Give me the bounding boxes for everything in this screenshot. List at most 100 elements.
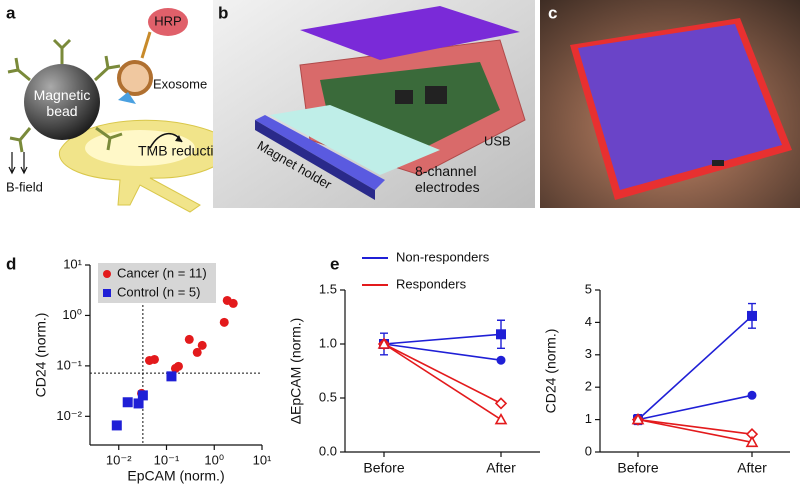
y-tick-label: 1.5 <box>319 281 337 296</box>
text-line: 8-channel <box>415 163 477 179</box>
point <box>166 371 177 382</box>
panel-label: c <box>548 3 557 22</box>
series-line <box>383 343 502 361</box>
legend-label: Control (n = 5) <box>117 284 200 299</box>
tmb-label: TMB reduction <box>138 143 229 159</box>
y-tick-label: 1.0 <box>319 335 337 350</box>
point <box>122 397 133 408</box>
text-line: bead <box>46 103 77 119</box>
field-label: B-field <box>6 179 43 194</box>
y-axis-label: ΔEpCAM (norm.) <box>288 318 304 425</box>
text-line: Magnetic <box>34 87 91 103</box>
panel-label: b <box>218 3 228 22</box>
magnet-holder <box>255 115 385 190</box>
antibodies <box>7 38 123 153</box>
series-line <box>383 343 502 405</box>
y-axis-label: CD24 (norm.) <box>33 313 49 398</box>
point <box>496 329 506 340</box>
point <box>111 420 122 431</box>
y-tick-label: 10⁻¹ <box>56 357 82 372</box>
exosome-marker <box>118 92 136 104</box>
y-tick-label: 2 <box>585 379 592 394</box>
series-line <box>637 418 753 444</box>
exosome <box>117 60 153 96</box>
point <box>745 435 759 448</box>
y-tick-label: 4 <box>585 314 592 329</box>
point <box>494 412 508 425</box>
tmb-arrowhead <box>175 135 182 142</box>
point <box>494 397 508 410</box>
y-tick-label: 10⁻² <box>56 408 82 423</box>
lid <box>300 6 520 60</box>
bead-label: Magnetic bead <box>34 87 91 119</box>
y-tick-label: 5 <box>585 281 592 296</box>
usb-port <box>712 160 724 166</box>
point <box>197 340 207 350</box>
text-line: electrodes <box>415 179 480 195</box>
y-tick-label: 0 <box>585 443 592 458</box>
point <box>377 337 391 349</box>
point <box>228 298 238 308</box>
y-tick-label: 0.5 <box>319 389 337 404</box>
point <box>192 347 202 357</box>
hrp-label: HRP <box>154 13 181 28</box>
series-line <box>637 394 753 421</box>
legend-swatch <box>103 270 111 278</box>
electrode-center <box>85 130 195 166</box>
point <box>133 398 144 409</box>
x-tick-label: Before <box>617 460 658 476</box>
field-arrows <box>8 152 28 175</box>
linker <box>140 31 152 59</box>
legend-label: Cancer (n = 11) <box>117 265 207 280</box>
magnet-holder-side <box>255 120 375 200</box>
point <box>173 361 183 371</box>
series-line <box>383 343 502 421</box>
y-tick-label: 10⁰ <box>62 307 82 322</box>
point <box>149 354 159 364</box>
x-tick-label: After <box>486 460 516 476</box>
legend-swatch <box>103 289 111 297</box>
series-line <box>637 315 753 421</box>
panel-label: a <box>6 3 16 22</box>
usb-label: USB <box>484 133 511 148</box>
y-tick-label: 0.0 <box>319 443 337 458</box>
x-tick-label: Before <box>363 460 404 476</box>
legend-label: Responders <box>396 276 467 291</box>
panel-c: c <box>540 0 800 208</box>
hrp <box>148 8 188 36</box>
point <box>747 310 757 321</box>
series-line <box>637 418 753 435</box>
x-axis-label: EpCAM (norm.) <box>127 468 224 484</box>
chip <box>395 90 413 104</box>
legend-label: Non-responders <box>396 249 490 264</box>
x-tick-label: After <box>737 460 767 476</box>
point <box>496 355 506 365</box>
y-tick-label: 1 <box>585 411 592 426</box>
x-tick-label: 10⁻¹ <box>154 452 180 467</box>
device-lid-photo <box>578 24 782 190</box>
panel-label: e <box>330 254 339 273</box>
point <box>747 390 757 400</box>
series-line <box>383 333 502 345</box>
point <box>137 390 148 401</box>
x-tick-label: 10¹ <box>253 452 272 467</box>
panel-b: b USB Magnet holder 8-channel electrodes <box>213 0 535 208</box>
magnetic-bead <box>24 64 100 140</box>
x-tick-label: 10⁰ <box>204 452 224 467</box>
y-tick-label: 3 <box>585 346 592 361</box>
x-tick-label: 10⁻² <box>106 452 132 467</box>
panel-a: a HRP Magnetic bead Exosome TMB reduction… <box>6 3 233 213</box>
point <box>219 317 229 327</box>
legend-box <box>98 263 216 303</box>
point <box>631 412 645 425</box>
y-tick-label: 10¹ <box>63 256 82 271</box>
point <box>184 334 194 344</box>
electrodes-label: 8-channel electrodes <box>415 163 480 195</box>
electrode-strip <box>270 105 440 175</box>
y-axis-label: CD24 (norm.) <box>543 329 559 414</box>
chip <box>425 86 447 104</box>
panel-label: d <box>6 254 16 273</box>
exosome-label: Exosome <box>153 76 207 91</box>
